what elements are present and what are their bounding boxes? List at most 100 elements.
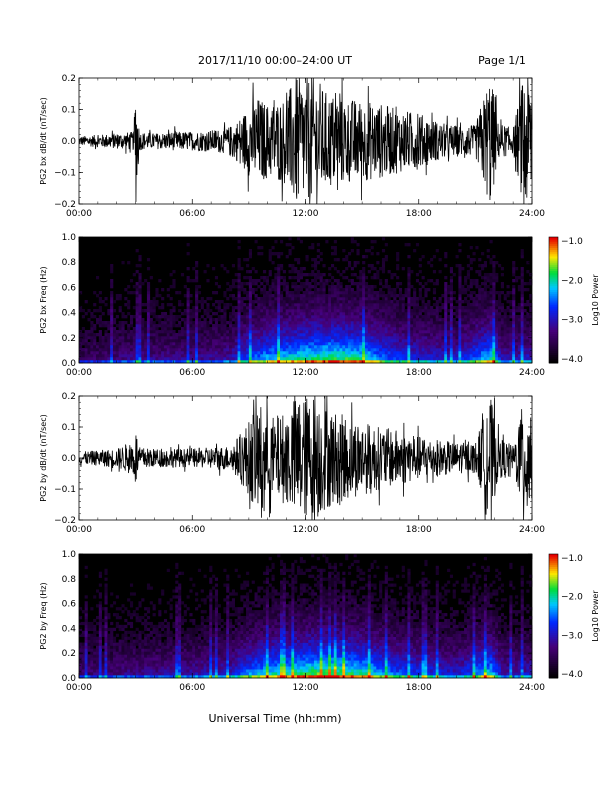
spectrogram-cell <box>481 264 485 268</box>
spectrogram-cell <box>526 288 530 292</box>
spectrogram-cell <box>359 330 363 334</box>
spectrogram-cell <box>356 312 360 316</box>
spectrogram-cell <box>407 327 411 331</box>
spectrogram-cell <box>515 306 519 310</box>
spectrogram-cell <box>384 357 388 361</box>
spectrogram-cell <box>95 348 100 352</box>
spectrogram-cell <box>313 291 318 295</box>
spectrogram-cell <box>379 312 383 316</box>
spectrogram-cell <box>415 354 420 358</box>
spectrogram-cell <box>523 321 527 325</box>
colorbar-tick-label: −2.0 <box>561 276 583 286</box>
spectrogram-cell <box>316 276 320 280</box>
spectrogram-cell <box>438 324 442 328</box>
spectrogram-cell <box>93 595 97 599</box>
spectrogram-cell <box>79 345 83 349</box>
spectrogram-cell <box>237 285 241 289</box>
spectrogram-cell <box>444 291 448 295</box>
spectrogram-cell <box>197 333 202 337</box>
spectrogram-cell <box>118 354 122 358</box>
spectrogram-cell <box>226 327 230 331</box>
spectrogram-cell <box>141 663 145 667</box>
spectrogram-cell <box>481 345 485 349</box>
spectrogram-cell <box>192 357 196 361</box>
spectrogram-cell <box>101 666 105 670</box>
spectrogram-cell <box>189 315 193 319</box>
spectrogram-cell <box>240 336 244 340</box>
spectrogram-cell <box>435 351 439 355</box>
spectrogram-cell <box>353 318 357 322</box>
spectrogram-cell <box>169 273 173 277</box>
spectrogram-cell <box>486 297 490 301</box>
spectrogram-cell <box>356 327 360 331</box>
spectrogram-cell <box>81 360 85 364</box>
spectrogram-cell <box>455 309 459 313</box>
spectrogram-cell <box>277 282 281 286</box>
spectrogram-cell <box>438 309 442 313</box>
spectrogram-cell <box>461 315 465 319</box>
spectrogram-cell <box>274 279 278 283</box>
spectrogram-cell <box>449 276 454 280</box>
spectrogram-cell <box>500 318 504 322</box>
spectrogram-cell <box>481 318 485 322</box>
spectrogram-cell <box>135 669 139 673</box>
spectrogram-cell <box>297 285 301 289</box>
spectrogram-cell <box>104 666 108 670</box>
spectrogram-cell <box>107 654 111 658</box>
spectrogram-cell <box>461 357 465 361</box>
spectrogram-cell <box>526 351 530 355</box>
spectrogram-cell <box>313 300 318 304</box>
spectrogram-cell <box>115 351 119 355</box>
spectrogram-cell <box>90 672 94 676</box>
spectrogram-cell <box>483 288 487 292</box>
spectrogram-cell <box>101 657 105 661</box>
spectrogram-cell <box>353 273 357 277</box>
spectrogram-cell <box>379 330 383 334</box>
spectrogram-cell <box>217 354 221 358</box>
spectrogram-cell <box>390 318 394 322</box>
spectrogram-cell <box>138 648 142 652</box>
spectrogram-cell <box>127 666 131 670</box>
spectrogram-cell <box>455 324 459 328</box>
spectrogram-cell <box>90 354 94 358</box>
spectrogram-cell <box>333 354 337 358</box>
spectrogram-cell <box>495 333 499 337</box>
spectrogram-cell <box>291 315 295 319</box>
spectrogram-cell <box>135 354 139 358</box>
spectrogram-cell <box>146 339 151 343</box>
spectrogram-cell <box>384 348 388 352</box>
spectrogram-cell <box>110 657 114 661</box>
spectrogram-cell <box>274 324 278 328</box>
spectrogram-cell <box>353 351 357 355</box>
spectrogram-cell <box>169 360 173 364</box>
spectrogram-cell <box>254 324 258 328</box>
spectrogram-cell <box>469 348 473 352</box>
spectrogram-cell <box>129 354 134 358</box>
spectrogram-cell <box>192 321 196 325</box>
spectrogram-cell <box>387 270 391 274</box>
spectrogram-cell <box>342 309 346 313</box>
spectrogram-cell <box>319 297 323 301</box>
spectrogram-cell <box>217 345 221 349</box>
spectrogram-cell <box>127 330 131 334</box>
spectrogram-cell <box>118 607 122 611</box>
spectrogram-cell <box>246 303 250 307</box>
spectrogram-cell <box>461 291 465 295</box>
spectrogram-cell <box>234 360 238 364</box>
spectrogram-cell <box>129 633 134 637</box>
spectrogram-cell <box>274 288 278 292</box>
spectrogram-cell <box>444 252 448 256</box>
spectrogram-cell <box>112 348 117 352</box>
spectrogram-cell <box>263 270 267 274</box>
spectrogram-cell <box>229 294 233 298</box>
spectrogram-cell <box>161 288 165 292</box>
spectrogram-cell <box>282 321 286 325</box>
spectrogram-cell <box>110 309 114 313</box>
spectrogram-cell <box>396 300 400 304</box>
spectrogram-cell <box>520 285 524 289</box>
spectrogram-cell <box>393 330 397 334</box>
spectrogram-cell <box>404 315 408 319</box>
spectrogram-cell <box>127 339 131 343</box>
colorbar-swatch <box>549 264 558 267</box>
spectrogram-cell <box>101 675 105 679</box>
